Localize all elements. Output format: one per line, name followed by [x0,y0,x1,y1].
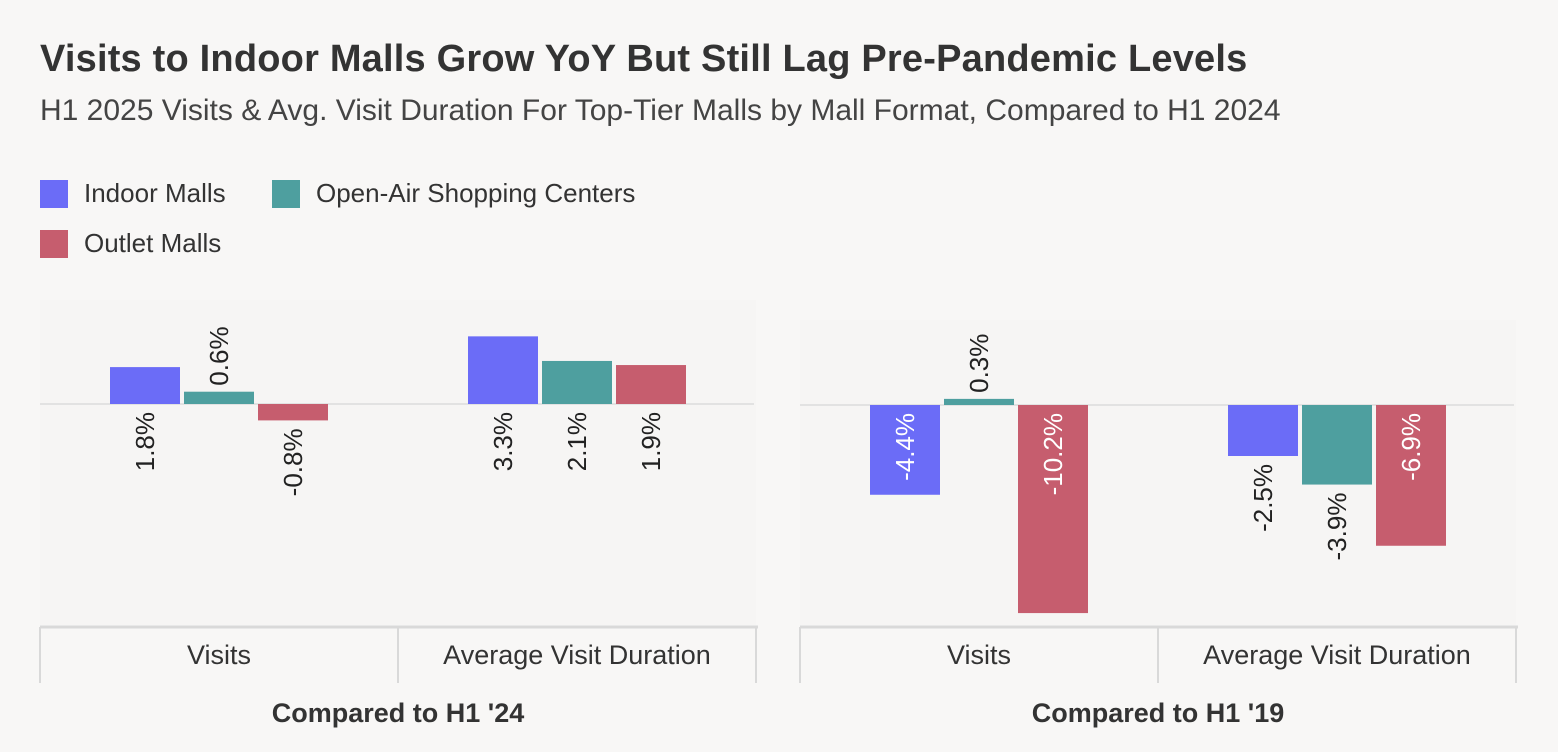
data-label-2-1-2: -6.9% [1396,413,1426,481]
group-label-1: Compared to H1 '24 [272,698,524,728]
legend-label-outlet-malls: Outlet Malls [84,228,222,258]
legend-item-indoor-malls[interactable]: Indoor Malls [40,178,226,209]
chart-panel-2: -4.4% 0.3% -10.2% Visits -2.5% -3.9% -6.9% Aver… [799,320,1518,728]
legend-swatch-indoor-malls [40,179,68,208]
category-label-2-0: Visits [947,640,1011,670]
data-label-1-1-0: 3.3% [488,412,518,471]
legend-label-indoor-malls: Indoor Malls [84,178,226,208]
bar-1-1-2[interactable] [616,365,686,404]
data-label-2-0-1: 0.3% [964,334,994,393]
data-label-2-0-2: -10.2% [1038,413,1068,495]
bar-1-1-0[interactable] [468,336,538,404]
category-label-1-1: Average Visit Duration [443,640,711,670]
legend-label-open-air: Open-Air Shopping Centers [316,178,636,208]
legend-swatch-open-air [272,179,300,208]
bar-2-0-2[interactable] [1018,405,1088,614]
legend-swatch-outlet-malls [40,229,68,258]
bar-2-0-0[interactable] [870,405,940,495]
category-label-1-0: Visits [187,640,251,670]
bar-1-0-0[interactable] [110,367,180,404]
bar-2-1-0[interactable] [1228,405,1298,456]
bar-2-0-1[interactable] [944,398,1014,405]
data-label-2-1-0: -2.5% [1248,464,1278,532]
data-label-1-1-1: 2.1% [562,412,592,471]
bar-2-1-2[interactable] [1376,405,1446,546]
chart-title: Visits to Indoor Malls Grow YoY But Stil… [40,38,1248,80]
legend-item-outlet-malls[interactable]: Outlet Malls [40,228,221,259]
group-label-2: Compared to H1 '19 [1032,698,1284,728]
data-label-2-0-0: -4.4% [890,413,920,481]
bar-2-1-1[interactable] [1302,405,1372,485]
data-label-1-0-0: 1.8% [130,412,160,471]
bar-1-0-1[interactable] [184,391,254,404]
chart-subtitle: H1 2025 Visits & Avg. Visit Duration For… [40,94,1281,127]
data-label-1-1-2: 1.9% [636,412,666,471]
data-label-1-0-1: 0.6% [204,326,234,385]
data-label-2-1-1: -3.9% [1322,493,1352,561]
plot-area [40,300,756,625]
category-label-2-1: Average Visit Duration [1203,640,1471,670]
chart-panel-1: 1.8% 0.6% -0.8% Visits 3.3% 2.1% 1.9% Average V… [39,300,758,728]
legend-item-open-air[interactable]: Open-Air Shopping Centers [272,178,635,209]
data-label-1-0-2: -0.8% [278,428,308,496]
bar-1-1-1[interactable] [542,360,612,404]
bar-1-0-2[interactable] [258,404,328,421]
